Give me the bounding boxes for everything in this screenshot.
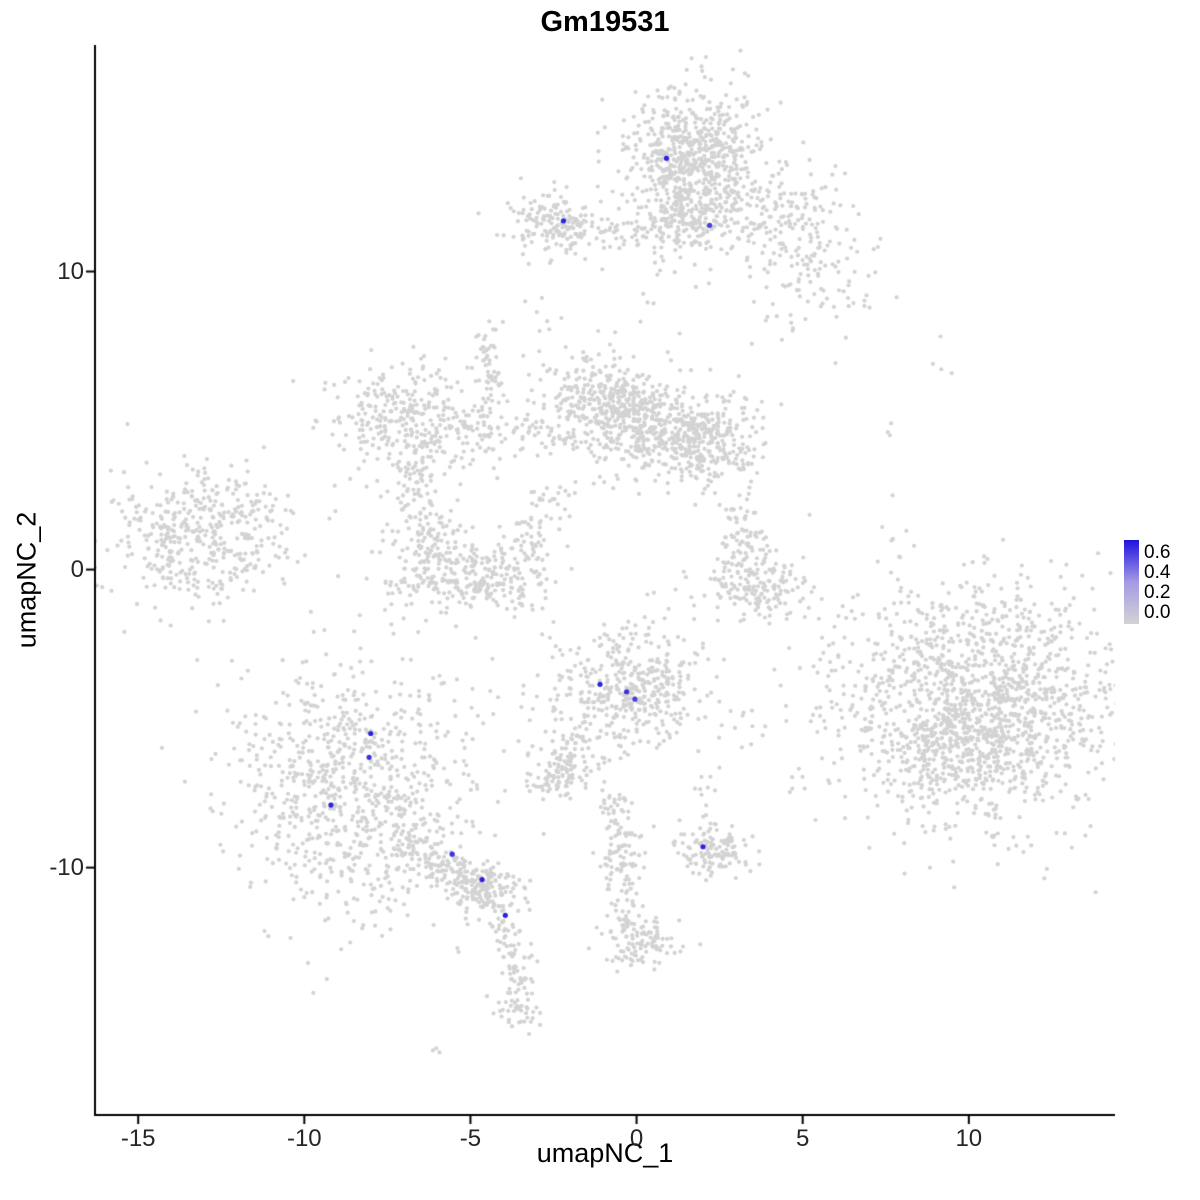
x-tick-label: -10 <box>286 1125 322 1152</box>
y-tick-label: -10 <box>49 853 84 881</box>
legend-labels: 0.6 0.4 0.2 0.0 <box>1144 540 1170 623</box>
legend-tick-label: 0.6 <box>1144 542 1171 563</box>
x-tick-label: 10 <box>955 1125 983 1152</box>
chart-title: Gm19531 <box>540 6 670 38</box>
legend-gradient-bar <box>1124 540 1139 624</box>
y-tick-label: 10 <box>57 257 84 285</box>
x-tick-label: 5 <box>795 1125 810 1152</box>
x-tick-label: -5 <box>459 1125 482 1152</box>
x-axis-title: umapNC_1 <box>536 1138 674 1168</box>
color-legend: 0.6 0.4 0.2 0.0 <box>1124 540 1170 624</box>
x-tick-label: 0 <box>629 1125 644 1152</box>
legend-tick-label: 0.4 <box>1144 562 1171 583</box>
x-tick-label: -15 <box>120 1125 156 1152</box>
legend-tick-label: 0.0 <box>1144 602 1171 623</box>
y-tick-label: 0 <box>70 555 84 583</box>
legend-tick-label: 0.2 <box>1144 582 1171 603</box>
